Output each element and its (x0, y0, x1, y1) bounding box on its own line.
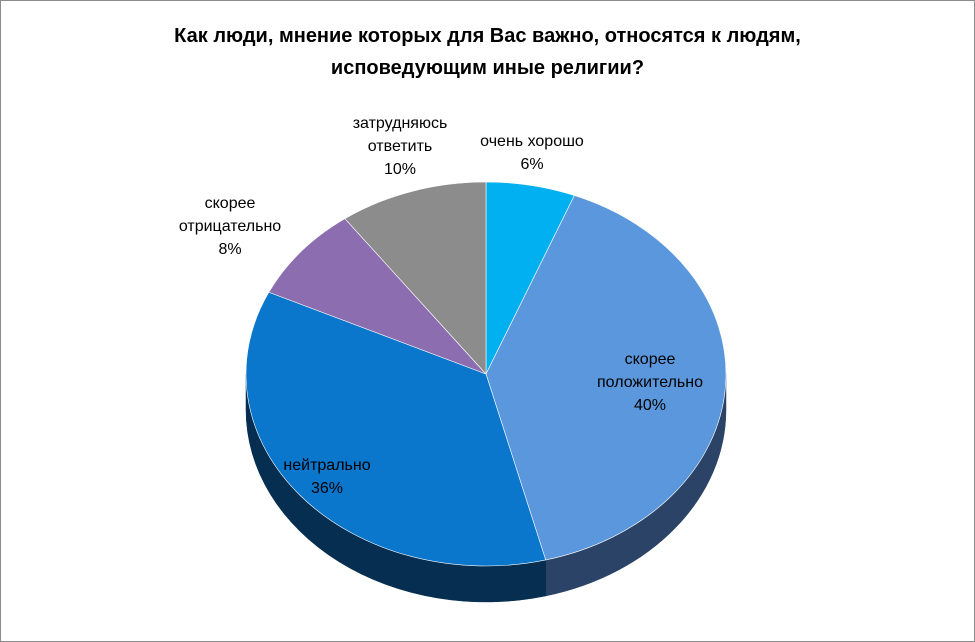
chart-title-line-1: Как люди, мнение которых для Вас важно, … (174, 25, 801, 47)
chart-title: Как люди, мнение которых для Вас важно, … (0, 20, 975, 84)
pie-labels: очень хорошо 6% скорее положительно 40% нейтр… (179, 115, 703, 497)
slice-label-5-line-2: ответить (368, 138, 433, 155)
slice-label-1-line-2: 6% (520, 156, 543, 173)
slice-label-1: очень хорошо 6% (480, 133, 584, 173)
slice-label-3: нейтрально 36% (283, 457, 370, 497)
pie-slice-5 (344, 181, 487, 375)
slice-label-2-line-1: скорее (625, 351, 676, 368)
pie-slice-4 (268, 218, 487, 375)
slice-label-2: скорее положительно 40% (597, 351, 703, 414)
slice-label-2-line-2: положительно (597, 374, 703, 391)
slice-label-1-line-1: очень хорошо (480, 133, 584, 150)
slice-label-4-line-3: 8% (218, 241, 241, 258)
slice-label-5-line-1: затрудняюсь (353, 115, 448, 132)
slice-label-3-line-1: нейтрально (283, 457, 370, 474)
pie-slice-3 (245, 291, 547, 567)
slice-label-4-line-1: скорее (205, 195, 256, 212)
slice-label-5-line-3: 10% (384, 161, 416, 178)
slice-label-4: скорее отрицательно 8% (179, 195, 281, 258)
pie-slices (245, 181, 727, 567)
slice-label-2-line-3: 40% (634, 397, 666, 414)
pie-slice-2 (485, 195, 727, 561)
chart-title-line-2: исповедующим иные религии? (330, 57, 645, 79)
slice-label-3-line-2: 36% (311, 480, 343, 497)
slice-label-5: затрудняюсь ответить 10% (353, 115, 448, 178)
slice-label-4-line-2: отрицательно (179, 218, 281, 235)
